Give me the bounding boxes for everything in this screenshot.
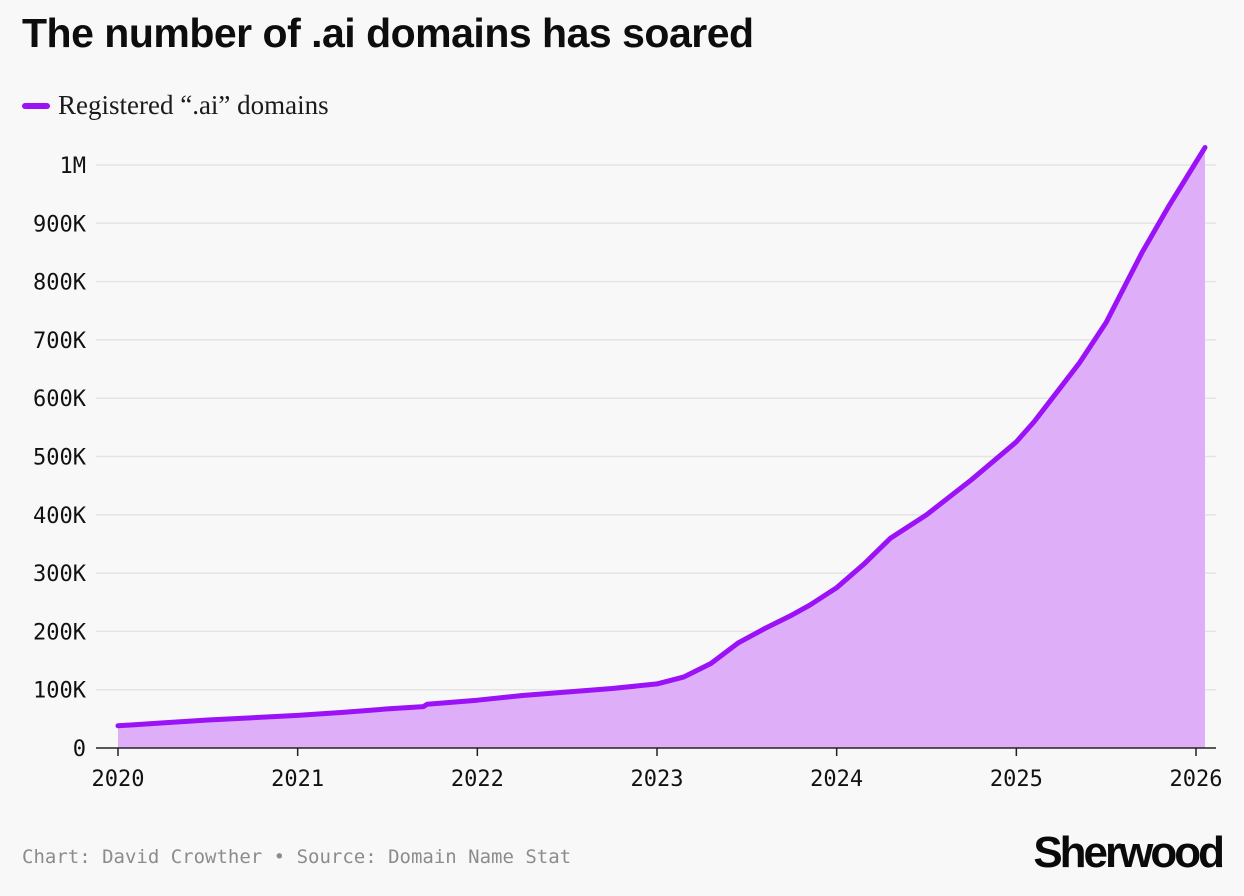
y-tick-label: 100K [33, 679, 87, 704]
x-tick-label: 2022 [451, 767, 504, 792]
line-layer [115, 145, 1208, 729]
chart-legend: Registered “.ai” domains [22, 90, 329, 121]
y-tick-label: 800K [33, 271, 87, 296]
area-chart: 0100K200K300K400K500K600K700K800K900K1M … [33, 145, 1223, 792]
chart-title: The number of .ai domains has soared [22, 10, 754, 56]
x-axis [96, 747, 1216, 756]
footer-credit: Chart: David Crowther [22, 846, 263, 868]
x-tick-label: 2026 [1170, 767, 1223, 792]
brand-logo: Sherwood [1033, 828, 1225, 877]
area-fill-layer [118, 147, 1205, 748]
x-tick-label: 2023 [631, 767, 684, 792]
x-tick-label: 2021 [271, 767, 324, 792]
x-tick-label: 2025 [990, 767, 1043, 792]
legend-label: Registered “.ai” domains [58, 90, 329, 120]
y-tick-label: 300K [33, 562, 87, 587]
y-axis-labels: 0 100K 200K 300K 400K 500K 600K 700K 800K 900K 1M [33, 154, 87, 762]
y-tick-label: 400K [33, 504, 87, 529]
x-axis-labels: 2020 2021 2022 2023 2024 2025 2026 [92, 767, 1223, 792]
legend-swatch [22, 102, 50, 109]
chart-footer: Chart: David Crowther • Source: Domain N… [22, 846, 571, 868]
y-tick-label: 500K [33, 446, 87, 471]
y-tick-label: 700K [33, 329, 87, 354]
x-tick-label: 2024 [810, 767, 863, 792]
series-area [118, 147, 1205, 748]
x-tick-label: 2020 [92, 767, 145, 792]
footer-separator: • [273, 846, 286, 868]
y-tick-label: 0 [73, 737, 86, 762]
y-tick-label: 1M [60, 154, 87, 179]
y-tick-label: 200K [33, 620, 87, 645]
footer-source: Source: Domain Name Stat [296, 846, 572, 868]
series-line [115, 145, 1208, 729]
y-tick-label: 600K [33, 387, 87, 412]
y-tick-label: 900K [33, 212, 87, 237]
